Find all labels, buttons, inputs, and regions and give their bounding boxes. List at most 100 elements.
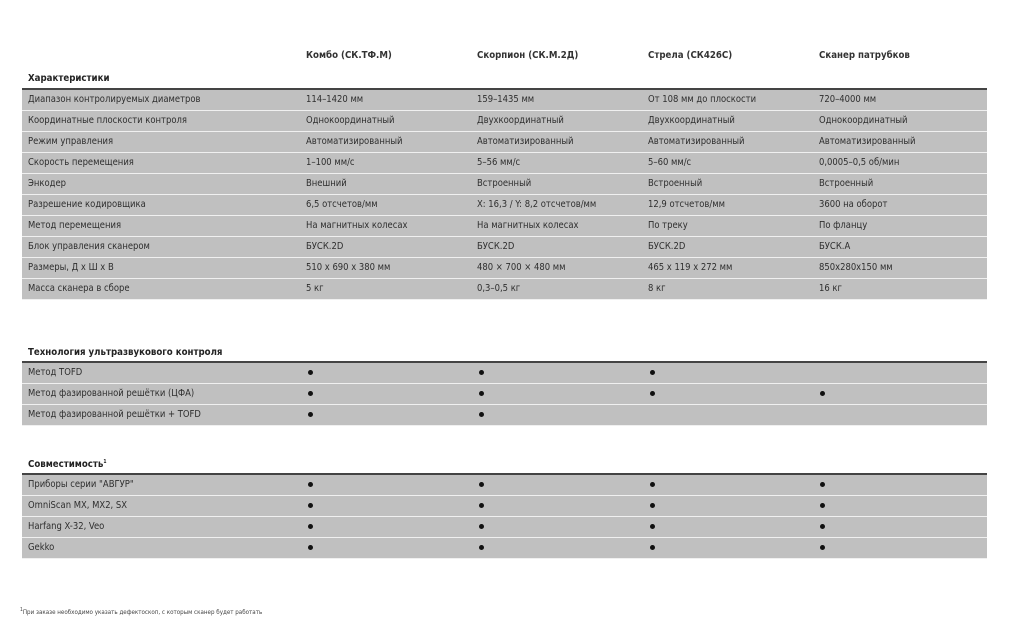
table-cell: 8 кг [648, 283, 666, 294]
section-title-compatibility: Совместимость1 [28, 459, 107, 470]
table-cell: Двухкоординатный [648, 115, 735, 126]
table-cell: X: 16,3 / Y: 8,2 отсчетов/мм [477, 199, 597, 210]
table-row: Метод перемещения На магнитных колесах На … [22, 216, 987, 237]
bullet-icon [479, 482, 484, 487]
bullet-icon [308, 391, 313, 396]
row-label: Harfang X-32, Veo [28, 521, 105, 532]
table-cell: От 108 мм до плоскости [648, 94, 757, 105]
bullet-icon [479, 503, 484, 508]
compatibility-table: Приборы серии "АВГУР" OmniScan MX, MX2, S… [22, 473, 987, 559]
bullet-icon [650, 370, 655, 375]
table-row: Масса сканера в сборе 5 кг 0,3–0,5 кг 8 кг 1… [22, 279, 987, 300]
table-cell: Встроенный [648, 178, 703, 189]
bullet-icon [650, 482, 655, 487]
table-row: Harfang X-32, Veo [22, 517, 987, 538]
row-label: Скорость перемещения [28, 157, 134, 168]
row-label: Метод фазированной решётки + TOFD [28, 409, 201, 420]
bullet-icon [308, 524, 313, 529]
compatibility-title-text: Совместимость [28, 459, 104, 471]
row-label: Режим управления [28, 136, 114, 147]
table-row: Диапазон контролируемых диаметров 114–142… [22, 90, 987, 111]
row-label: Метод фазированной решётки (ЦФА) [28, 388, 195, 399]
table-cell: 0,0005–0,5 об/мин [819, 157, 900, 168]
table-cell: Однокоординатный [306, 115, 395, 126]
column-header-strela: Стрела (СК426С) [648, 50, 733, 61]
table-cell: Встроенный [477, 178, 532, 189]
footnote: 1При заказе необходимо указать дефектоск… [20, 607, 262, 616]
table-row: Разрешение кодировщика 6,5 отсчетов/мм X: … [22, 195, 987, 216]
row-label: Масса сканера в сборе [28, 283, 130, 294]
footnote-mark: 1 [103, 459, 107, 465]
table-row: OmniScan MX, MX2, SX [22, 496, 987, 517]
table-cell: 850х280х150 мм [819, 262, 893, 273]
table-cell: БУСК.А [819, 241, 851, 252]
table-cell: По фланцу [819, 220, 868, 231]
column-header-skorpion: Скорпион (СК.М.2Д) [477, 50, 579, 61]
section-title-technology: Технология ультразвукового контроля [28, 347, 223, 358]
bullet-icon [308, 370, 313, 375]
table-cell: Автоматизированный [648, 136, 745, 147]
row-label: OmniScan MX, MX2, SX [28, 500, 128, 511]
table-cell: 12,9 отсчетов/мм [648, 199, 725, 210]
bullet-icon [650, 503, 655, 508]
bullet-icon [650, 524, 655, 529]
bullet-icon [820, 391, 825, 396]
footnote-text: При заказе необходимо указать дефектоско… [22, 609, 263, 617]
table-cell: 510 х 690 х 380 мм [306, 262, 391, 273]
table-cell: 1–100 мм/с [306, 157, 355, 168]
table-cell: 480 × 700 × 480 мм [477, 262, 566, 273]
bullet-icon [479, 412, 484, 417]
table-row: Метод фазированной решётки (ЦФА) [22, 384, 987, 405]
table-row: Приборы серии "АВГУР" [22, 475, 987, 496]
bullet-icon [820, 482, 825, 487]
table-cell: На магнитных колесах [477, 220, 579, 231]
row-label: Блок управления сканером [28, 241, 150, 252]
table-cell: По треку [648, 220, 688, 231]
table-cell: БУСК.2D [477, 241, 515, 252]
table-cell: Автоматизированный [819, 136, 916, 147]
table-row: Координатные плоскости контроля Однокоорд… [22, 111, 987, 132]
table-cell: 5–60 мм/с [648, 157, 692, 168]
table-cell: Внешний [306, 178, 347, 189]
table-cell: 159–1435 мм [477, 94, 535, 105]
table-cell: 0,3–0,5 кг [477, 283, 521, 294]
row-label: Координатные плоскости контроля [28, 115, 187, 126]
bullet-icon [308, 545, 313, 550]
bullet-icon [650, 391, 655, 396]
table-cell: Встроенный [819, 178, 874, 189]
table-cell: На магнитных колесах [306, 220, 408, 231]
table-cell: 5 кг [306, 283, 324, 294]
table-row: Метод фазированной решётки + TOFD [22, 405, 987, 426]
row-label: Gekko [28, 542, 55, 553]
bullet-icon [479, 391, 484, 396]
bullet-icon [820, 545, 825, 550]
column-header-kombo: Комбо (СК.ТФ.М) [306, 50, 392, 61]
table-cell: 6,5 отсчетов/мм [306, 199, 378, 210]
bullet-icon [308, 503, 313, 508]
table-cell: 114–1420 мм [306, 94, 364, 105]
table-row: Gekko [22, 538, 987, 559]
row-label: Приборы серии "АВГУР" [28, 479, 134, 490]
table-row: Скорость перемещения 1–100 мм/с 5–56 мм/с 5… [22, 153, 987, 174]
row-label: Метод перемещения [28, 220, 122, 231]
bullet-icon [820, 524, 825, 529]
row-label: Разрешение кодировщика [28, 199, 146, 210]
table-row: Размеры, Д х Ш х В 510 х 690 х 380 мм 480 … [22, 258, 987, 279]
bullet-icon [308, 482, 313, 487]
column-header-nozzle-scanner: Сканер патрубков [819, 50, 910, 61]
characteristics-table: Диапазон контролируемых диаметров 114–142… [22, 88, 987, 300]
table-cell: 16 кг [819, 283, 842, 294]
table-cell: 465 х 119 х 272 мм [648, 262, 733, 273]
table-cell: 720–4000 мм [819, 94, 877, 105]
bullet-icon [479, 545, 484, 550]
table-row: Метод TOFD [22, 363, 987, 384]
table-cell: 5–56 мм/с [477, 157, 521, 168]
bullet-icon [650, 545, 655, 550]
bullet-icon [479, 524, 484, 529]
table-cell: Двухкоординатный [477, 115, 564, 126]
row-label: Диапазон контролируемых диаметров [28, 94, 201, 105]
table-row: Блок управления сканером БУСК.2D БУСК.2D БУ… [22, 237, 987, 258]
table-cell: БУСК.2D [306, 241, 344, 252]
section-title-characteristics: Характеристики [28, 73, 110, 84]
table-cell: Автоматизированный [477, 136, 574, 147]
